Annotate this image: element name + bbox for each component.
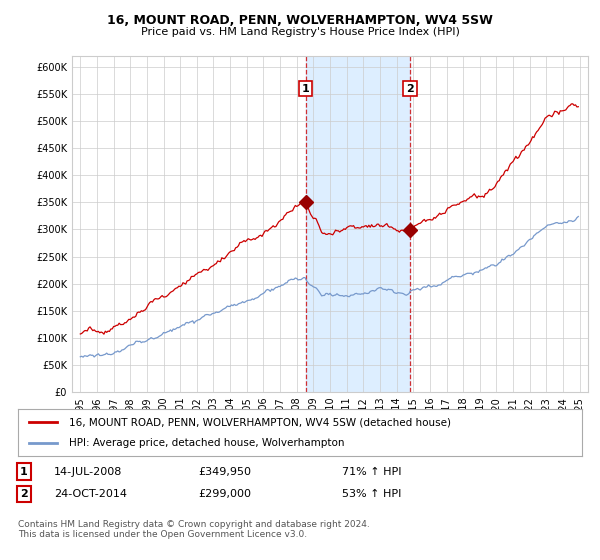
- Text: 71% ↑ HPI: 71% ↑ HPI: [342, 466, 401, 477]
- Text: 24-OCT-2014: 24-OCT-2014: [54, 489, 127, 499]
- Text: 1: 1: [302, 83, 310, 94]
- Text: Contains HM Land Registry data © Crown copyright and database right 2024.
This d: Contains HM Land Registry data © Crown c…: [18, 520, 370, 539]
- Text: 1: 1: [20, 466, 28, 477]
- Text: 2: 2: [20, 489, 28, 499]
- Text: Price paid vs. HM Land Registry's House Price Index (HPI): Price paid vs. HM Land Registry's House …: [140, 27, 460, 37]
- Text: HPI: Average price, detached house, Wolverhampton: HPI: Average price, detached house, Wolv…: [69, 438, 344, 448]
- Text: £299,000: £299,000: [198, 489, 251, 499]
- Text: 53% ↑ HPI: 53% ↑ HPI: [342, 489, 401, 499]
- Text: 16, MOUNT ROAD, PENN, WOLVERHAMPTON, WV4 5SW: 16, MOUNT ROAD, PENN, WOLVERHAMPTON, WV4…: [107, 14, 493, 27]
- Text: 14-JUL-2008: 14-JUL-2008: [54, 466, 122, 477]
- Text: £349,950: £349,950: [198, 466, 251, 477]
- Bar: [305, 56, 410, 392]
- Text: 16, MOUNT ROAD, PENN, WOLVERHAMPTON, WV4 5SW (detached house): 16, MOUNT ROAD, PENN, WOLVERHAMPTON, WV4…: [69, 417, 451, 427]
- Text: 2: 2: [406, 83, 414, 94]
